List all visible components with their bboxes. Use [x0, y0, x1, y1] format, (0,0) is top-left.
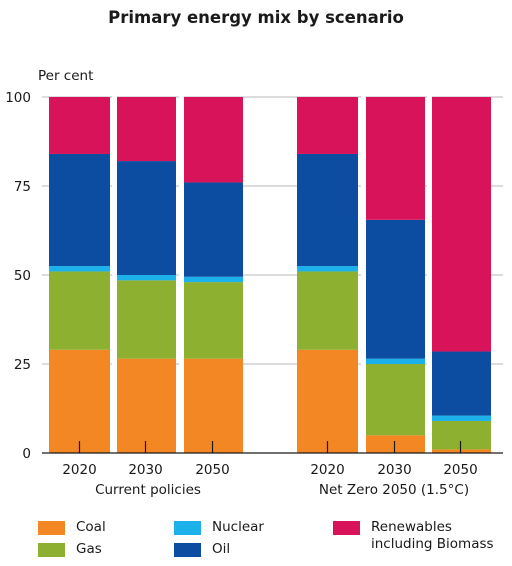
bar-segment-renewables-current-policies-2020 [49, 97, 110, 154]
legend-item-gas: Gas [38, 541, 102, 558]
y-axis-label: Per cent [38, 68, 93, 84]
bar-segment-coal-net-zero-2050-1-5-c-2020 [297, 349, 358, 453]
bar-segment-gas-net-zero-2050-1-5-c-2020 [297, 271, 358, 350]
x-tick-label-current-policies-2030: 2030 [128, 462, 162, 478]
bar-segment-coal-current-policies-2050 [182, 358, 243, 453]
legend-swatch-coal [38, 521, 65, 535]
group-label-current-policies: Current policies [95, 482, 201, 498]
chart-title: Primary energy mix by scenario [108, 8, 404, 27]
bar-segment-oil-current-policies-2030 [115, 161, 176, 275]
legend-label-oil: Oil [212, 541, 231, 557]
y-tick-label-25: 25 [14, 357, 31, 373]
bar-segment-gas-current-policies-2020 [49, 271, 110, 350]
bar-segment-nuclear-current-policies-2050 [182, 276, 243, 283]
legend-item-oil: Oil [174, 541, 230, 558]
bar-segment-nuclear-current-policies-2020 [49, 266, 110, 272]
legend-item-renewables: Renewables including Biomass [333, 519, 494, 553]
legend: Coal Gas Nuclear Oil Renewables includin… [0, 512, 512, 566]
bar-segment-gas-net-zero-2050-1-5-c-2030 [364, 364, 425, 436]
legend-label-coal: Coal [76, 519, 106, 535]
legend-item-coal: Coal [38, 519, 106, 536]
legend-label-nuclear: Nuclear [212, 519, 264, 535]
bar-segment-renewables-current-policies-2050 [182, 97, 243, 183]
bar-segment-oil-current-policies-2020 [49, 153, 110, 267]
y-tick-label-100: 100 [5, 90, 31, 106]
bar-segment-gas-current-policies-2050 [182, 282, 243, 359]
bar-segment-nuclear-net-zero-2050-1-5-c-2020 [297, 266, 358, 272]
legend-label-renewables: Renewables including Biomass [371, 519, 494, 552]
legend-swatch-gas [38, 543, 65, 557]
bar-gap-net-zero-2050-1-5-c-2 [427, 96, 432, 453]
bar-gap-current-policies-2 [179, 96, 184, 453]
y-tick-label-0: 0 [22, 446, 31, 462]
bar-segment-nuclear-net-zero-2050-1-5-c-2030 [364, 358, 425, 364]
bar-segment-coal-current-policies-2030 [115, 358, 176, 453]
bar-segment-oil-net-zero-2050-1-5-c-2050 [430, 351, 491, 416]
bar-segment-renewables-net-zero-2050-1-5-c-2020 [297, 97, 358, 154]
x-tick-label-net-zero-2050-1-5-c-2050: 2050 [443, 462, 477, 478]
x-tick-label-current-policies-2020: 2020 [62, 462, 96, 478]
group-label-net-zero-2050-1-5-c: Net Zero 2050 (1.5°C) [319, 482, 469, 498]
bar-segment-coal-current-policies-2020 [49, 349, 110, 453]
bar-segment-renewables-current-policies-2030 [115, 97, 176, 162]
legend-swatch-nuclear [174, 521, 201, 535]
legend-swatch-oil [174, 543, 201, 557]
bar-gap-net-zero-2050-1-5-c-1 [361, 96, 366, 453]
bar-segment-nuclear-current-policies-2030 [115, 275, 176, 281]
legend-label-gas: Gas [76, 541, 102, 557]
bar-segment-oil-current-policies-2050 [182, 182, 243, 277]
bar-segment-renewables-net-zero-2050-1-5-c-2030 [364, 97, 425, 220]
stacked-bar-chart: Per cent 0 25 50 75 100 2020 2030 2050 Current po… [5, 68, 503, 498]
legend-item-nuclear: Nuclear [174, 519, 264, 536]
bar-segment-renewables-net-zero-2050-1-5-c-2050 [430, 97, 491, 352]
bar-segment-oil-net-zero-2050-1-5-c-2020 [297, 153, 358, 267]
bar-segment-oil-net-zero-2050-1-5-c-2030 [364, 219, 425, 359]
bar-segment-gas-current-policies-2030 [115, 280, 176, 359]
x-tick-label-net-zero-2050-1-5-c-2020: 2020 [310, 462, 344, 478]
x-tick-label-net-zero-2050-1-5-c-2030: 2030 [377, 462, 411, 478]
y-tick-label-50: 50 [14, 268, 31, 284]
bar-gap-current-policies-1 [112, 96, 117, 453]
legend-swatch-renewables [333, 521, 360, 535]
y-tick-label-75: 75 [14, 179, 31, 195]
bar-segment-nuclear-net-zero-2050-1-5-c-2050 [430, 415, 491, 421]
x-tick-label-current-policies-2050: 2050 [195, 462, 229, 478]
